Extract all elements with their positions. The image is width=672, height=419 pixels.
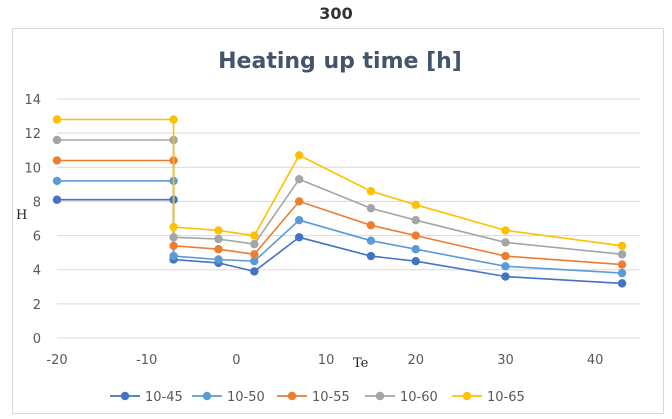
y-tick-label: 14 — [24, 93, 41, 108]
series-10-65 — [52, 115, 627, 251]
legend-marker — [202, 391, 212, 401]
top-label: 300 — [319, 4, 353, 23]
data-point — [52, 176, 62, 186]
y-tick-label: 4 — [33, 264, 41, 279]
legend-marker — [462, 391, 472, 401]
legend-label: 10-50 — [227, 390, 265, 405]
data-point — [366, 251, 376, 261]
y-tick-label: 2 — [33, 298, 41, 313]
data-point — [250, 239, 259, 249]
series-line — [57, 139, 623, 256]
legend-label: 10-60 — [400, 390, 438, 405]
x-tick-label: 30 — [497, 353, 514, 368]
data-point — [501, 226, 510, 235]
data-point — [214, 255, 223, 264]
y-axis-ticks: 0 2 4 6 8 10 12 14 — [24, 93, 41, 347]
data-point — [250, 250, 259, 259]
data-point — [169, 241, 178, 251]
series-line — [57, 118, 623, 247]
legend-label: 10-45 — [145, 390, 183, 405]
series-line — [57, 198, 623, 285]
y-axis-label: H — [16, 208, 27, 223]
data-point — [250, 267, 259, 276]
data-point — [411, 245, 420, 254]
data-point — [294, 175, 304, 184]
data-point — [501, 262, 510, 271]
data-point — [501, 251, 510, 261]
y-tick-label: 12 — [24, 127, 41, 142]
data-point — [366, 221, 376, 230]
x-tick-label: 10 — [318, 353, 335, 368]
series-10-45 — [52, 195, 627, 288]
y-tick-label: 8 — [33, 195, 41, 210]
data-point — [501, 238, 510, 247]
data-point — [250, 256, 259, 266]
data-point — [294, 151, 304, 160]
x-tick-label: -10 — [136, 353, 157, 368]
series-group — [52, 115, 627, 288]
data-point — [411, 200, 420, 210]
legend-entry-10-50: 10-50 — [192, 390, 265, 405]
x-axis-ticks: -20 -10 0 10 20 30 40 — [46, 353, 603, 368]
series-10-60 — [52, 135, 627, 259]
legend-label: 10-55 — [312, 390, 350, 405]
x-tick-label: -20 — [46, 353, 67, 368]
legend-marker — [120, 391, 130, 401]
legend-label: 10-65 — [487, 390, 525, 405]
data-point — [214, 245, 223, 254]
data-point — [52, 115, 62, 124]
data-point — [366, 186, 376, 196]
data-point — [411, 231, 420, 240]
data-point — [250, 231, 259, 240]
legend-entry-10-55: 10-55 — [277, 390, 350, 405]
data-point — [617, 260, 627, 269]
data-point — [169, 222, 178, 232]
data-point — [617, 250, 627, 259]
data-point — [411, 256, 420, 266]
x-axis-label: Te — [353, 356, 369, 371]
data-point — [52, 135, 62, 145]
data-point — [411, 216, 420, 225]
chart-frame — [12, 28, 664, 414]
y-tick-label: 6 — [33, 230, 41, 245]
legend-marker — [375, 391, 385, 401]
x-tick-label: 40 — [587, 353, 604, 368]
data-point — [214, 234, 223, 244]
series-10-55 — [52, 156, 627, 269]
data-point — [169, 251, 178, 261]
legend-entry-10-60: 10-60 — [365, 390, 438, 405]
legend-marker — [287, 391, 297, 401]
data-point — [617, 241, 627, 251]
data-point — [52, 156, 62, 165]
data-point — [294, 216, 304, 225]
series-10-50 — [52, 176, 627, 278]
y-tick-label: 0 — [33, 332, 41, 347]
chart-title: Heating up time [h] — [218, 49, 462, 74]
data-point — [617, 268, 627, 278]
data-point — [366, 204, 376, 213]
x-tick-label: 20 — [407, 353, 424, 368]
data-point — [501, 272, 510, 281]
data-point — [617, 279, 627, 288]
y-tick-label: 10 — [24, 161, 41, 176]
data-point — [366, 236, 376, 245]
data-point — [169, 115, 178, 124]
legend: 10-45 10-50 10-55 10-60 10-65 — [110, 390, 525, 405]
legend-entry-10-65: 10-65 — [452, 390, 525, 405]
legend-entry-10-45: 10-45 — [110, 390, 183, 405]
data-point — [169, 233, 178, 242]
data-point — [52, 195, 62, 204]
data-point — [294, 233, 304, 242]
x-tick-label: 0 — [232, 353, 240, 368]
data-point — [214, 226, 223, 235]
data-point — [294, 197, 304, 206]
